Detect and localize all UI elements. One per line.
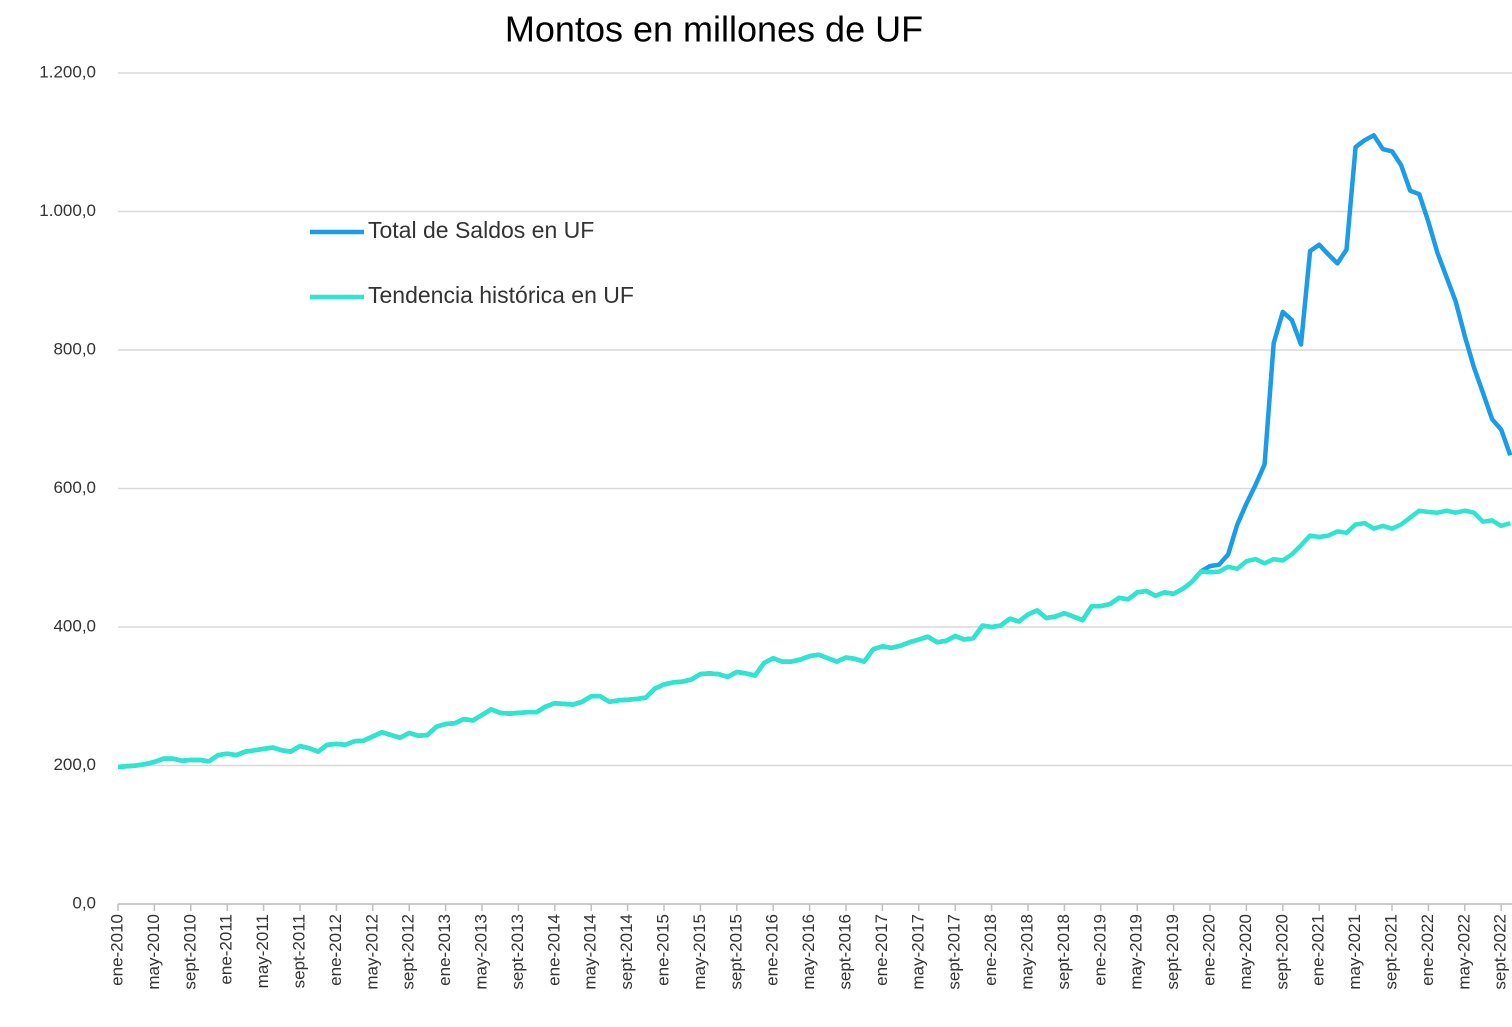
- x-tick-label: may-2014: [581, 914, 600, 990]
- legend-label: Total de Saldos en UF: [368, 217, 594, 243]
- x-tick-label: ene-2020: [1199, 914, 1218, 986]
- series-line: [117, 508, 1511, 770]
- chart-title: Montos en millones de UF: [505, 9, 923, 50]
- x-tick-label: sept-2021: [1381, 914, 1400, 990]
- x-tick-label: may-2015: [690, 914, 709, 990]
- x-tick-label: ene-2015: [653, 914, 672, 986]
- x-tick-label: ene-2010: [107, 914, 126, 986]
- x-tick-label: may-2010: [144, 914, 163, 990]
- y-tick-label: 1.200,0: [39, 62, 96, 81]
- y-tick-label: 1.000,0: [39, 201, 96, 220]
- x-tick-label: sept-2018: [1054, 914, 1073, 990]
- x-tick-label: sept-2015: [726, 914, 745, 990]
- x-tick-label: sept-2010: [180, 914, 199, 990]
- x-tick-label: ene-2018: [981, 914, 1000, 986]
- x-tick-label: sept-2017: [945, 914, 964, 990]
- x-tick-label: sept-2020: [1272, 914, 1291, 990]
- x-tick-label: sept-2012: [399, 914, 418, 990]
- x-tick-label: ene-2011: [217, 914, 236, 985]
- y-tick-label: 0,0: [72, 893, 96, 912]
- x-tick-label: sept-2014: [617, 914, 636, 990]
- x-tick-label: ene-2013: [435, 914, 454, 986]
- x-tick-label: may-2013: [471, 914, 490, 990]
- y-tick-label: 200,0: [53, 755, 96, 774]
- x-tick-label: may-2012: [362, 914, 381, 990]
- x-tick-label: may-2016: [799, 914, 818, 990]
- x-tick-label: ene-2012: [326, 914, 345, 986]
- x-tick-label: sept-2013: [508, 914, 527, 990]
- x-tick-label: sept-2016: [835, 914, 854, 990]
- x-tick-label: may-2011: [253, 914, 272, 988]
- y-tick-label: 400,0: [53, 616, 96, 635]
- x-tick-label: may-2018: [1017, 914, 1036, 990]
- y-tick-label: 800,0: [53, 339, 96, 358]
- x-tick-label: ene-2014: [544, 914, 563, 986]
- x-tick-label: sept-2022: [1491, 914, 1510, 990]
- x-tick-label: sept-2019: [1163, 914, 1182, 990]
- x-tick-label: ene-2017: [872, 914, 891, 986]
- x-tick-label: may-2020: [1236, 914, 1255, 990]
- x-tick-label: may-2017: [908, 914, 927, 990]
- x-tick-label: ene-2016: [763, 914, 782, 986]
- x-tick-label: may-2021: [1345, 914, 1364, 990]
- x-tick-label: ene-2019: [1090, 914, 1109, 986]
- y-tick-label: 600,0: [53, 478, 96, 497]
- x-tick-label: may-2022: [1454, 914, 1473, 990]
- x-tick-label: may-2019: [1127, 914, 1146, 990]
- legend-label: Tendencia histórica en UF: [368, 282, 634, 308]
- x-tick-label: ene-2022: [1418, 914, 1437, 986]
- x-tick-label: sept-2011: [289, 914, 308, 988]
- x-tick-label: ene-2021: [1309, 914, 1328, 986]
